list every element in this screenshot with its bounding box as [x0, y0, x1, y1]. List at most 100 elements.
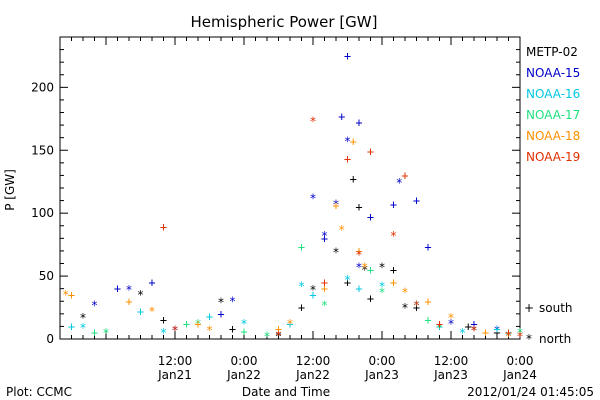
point-north: * [332, 198, 339, 212]
point-north: * [493, 323, 500, 337]
point-south: + [332, 199, 339, 213]
point-north: * [361, 263, 368, 277]
point-south: + [390, 275, 397, 289]
point-south: + [401, 168, 408, 182]
x-tick-date-label: Jan23 [364, 368, 399, 382]
point-south: + [217, 307, 224, 321]
point-north: * [447, 317, 454, 331]
point-south: + [367, 145, 374, 159]
point-south: + [298, 301, 305, 315]
point-north: * [505, 328, 512, 342]
point-south: + [493, 322, 500, 336]
point-north: * [125, 283, 132, 297]
point-north: * [263, 330, 270, 344]
point-south: + [470, 317, 477, 331]
point-south: + [413, 301, 420, 315]
point-south: + [114, 282, 121, 296]
point-north: * [401, 286, 408, 300]
x-tick-label: 0:00 [369, 354, 396, 368]
point-north: * [321, 298, 328, 312]
point-south: + [350, 172, 357, 186]
point-north: * [459, 326, 466, 340]
point-south: + [344, 275, 351, 289]
point-south: + [367, 210, 374, 224]
legend-entry: NOAA-19 [526, 150, 580, 164]
point-south: + [465, 319, 472, 333]
point-north: * [137, 288, 144, 302]
x-tick-date-label: Jan23 [433, 368, 468, 382]
point-south: + [424, 294, 431, 308]
point-north: * [390, 229, 397, 243]
point-north: * [436, 321, 443, 335]
point-south: + [298, 240, 305, 254]
point-north: * [355, 248, 362, 262]
footer-credit: Plot: CCMC [6, 385, 72, 399]
point-north: * [344, 135, 351, 149]
point-south: + [505, 326, 512, 340]
x-axis: 12:00Jan210:00Jan2212:00Jan220:00Jan2312… [59, 37, 537, 382]
point-north: * [229, 294, 236, 308]
point-south: + [206, 309, 213, 323]
point-north: * [309, 115, 316, 129]
point-north: * [332, 245, 339, 259]
symbol-legend-label: south [539, 301, 573, 315]
point-north: * [240, 317, 247, 331]
point-south: + [493, 326, 500, 340]
point-south: + [355, 244, 362, 258]
point-north: * [309, 283, 316, 297]
legend-entry: NOAA-15 [526, 66, 580, 80]
legend: METP-02 NOAA-15 NOAA-16 NOAA-17 NOAA-18 NOAA-… [526, 45, 580, 164]
point-south: + [68, 288, 75, 302]
point-south: + [505, 326, 512, 340]
point-south: + [275, 322, 282, 336]
point-south: + [436, 319, 443, 333]
point-north: * [396, 176, 403, 190]
point-north: * [355, 261, 362, 275]
point-north: * [470, 323, 477, 337]
point-north: * [413, 298, 420, 312]
point-south: + [390, 263, 397, 277]
point-south: + [436, 317, 443, 331]
point-south: + [240, 324, 247, 338]
point-north: * [344, 273, 351, 287]
point-north: * [505, 330, 512, 344]
x-tick-date-label: Jan22 [226, 368, 261, 382]
point-north: * [401, 301, 408, 315]
point-north: * [148, 305, 155, 319]
point-south: + [148, 275, 155, 289]
point-south: + [390, 275, 397, 289]
point-north: * [171, 323, 178, 337]
point-south: + [350, 134, 357, 148]
legend-entry: METP-02 [526, 45, 578, 59]
point-north: * [378, 286, 385, 300]
point-south: + [367, 292, 374, 306]
point-south: + [286, 317, 293, 331]
x-tick-date-label: Jan22 [295, 368, 330, 382]
point-south: + [482, 326, 489, 340]
point-north: * [378, 279, 385, 293]
point-south: + [68, 319, 75, 333]
point-north: * [91, 298, 98, 312]
point-north: * [321, 229, 328, 243]
point-south: + [91, 326, 98, 340]
point-north: * [79, 311, 86, 325]
point-south: + [344, 49, 351, 63]
symbol-legend-mark: * [526, 332, 532, 346]
x-tick-label: 12:00 [296, 354, 331, 368]
data-marks: ++++++++++ +******* *** *+ ++++++++ +++******… [62, 49, 523, 344]
point-north: * [516, 326, 523, 340]
legend-entry: NOAA-18 [526, 129, 580, 143]
point-north: * [470, 323, 477, 337]
point-north: * [102, 326, 109, 340]
x-axis-label: Date and Time [242, 385, 330, 399]
point-south: + [355, 200, 362, 214]
point-south: + [367, 263, 374, 277]
point-north: * [275, 330, 282, 344]
x-tick-label: 0:00 [507, 354, 534, 368]
point-south: + [355, 116, 362, 130]
y-tick-label: 100 [31, 206, 54, 220]
point-south: + [229, 322, 236, 336]
point-north: * [338, 223, 345, 237]
symbol-legend-label: north [539, 332, 571, 346]
